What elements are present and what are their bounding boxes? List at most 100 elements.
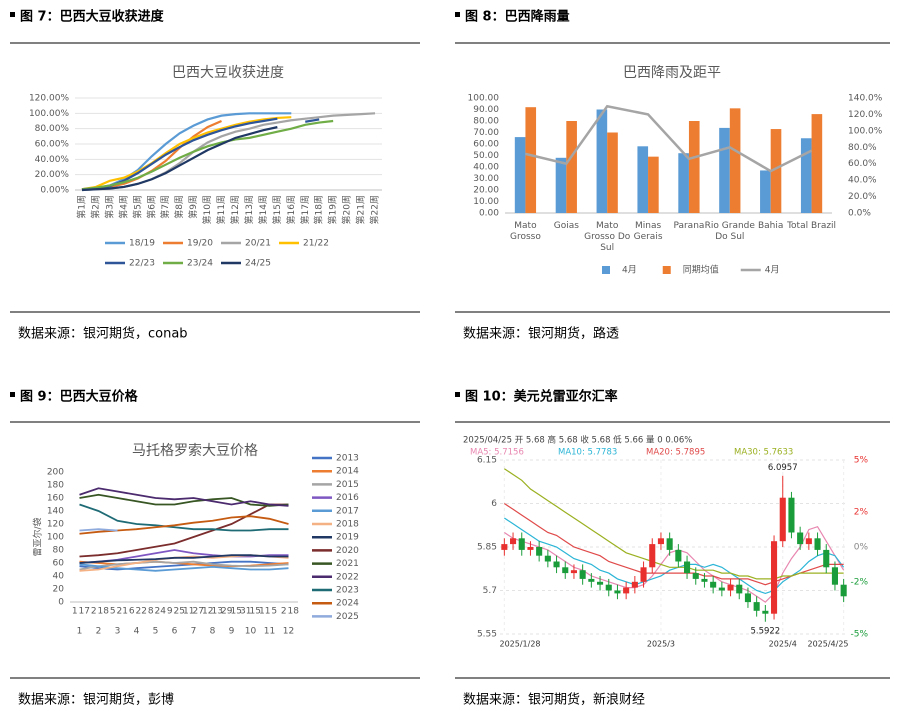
- x-tick-label: 第14周: [257, 195, 269, 224]
- x-sublabel: 31: [240, 607, 251, 617]
- x-tick-label: 4: [134, 627, 140, 637]
- tick-label: 5.85: [477, 543, 497, 553]
- legend-label: 22/23: [129, 259, 155, 269]
- x-tick-label: 1: [77, 627, 83, 637]
- legend-label: 2015: [336, 480, 359, 490]
- series-line: [79, 528, 118, 532]
- legend-label: MA10: 5.7783: [558, 448, 617, 458]
- candle-body: [692, 573, 699, 579]
- x-tick-label: 第7周: [159, 195, 171, 219]
- source: 数据来源：银河期货，新浪财经: [463, 692, 645, 708]
- x-sublabel: 17: [79, 607, 90, 617]
- tick-label: 80: [53, 546, 65, 556]
- x-sublabel: 15: [231, 607, 242, 617]
- x-sublabel: 22: [136, 607, 147, 617]
- x-tick-label: 6: [172, 627, 178, 637]
- x-tick-label: 12: [283, 627, 294, 637]
- bar: [719, 127, 730, 213]
- legend-label: 23/24: [187, 259, 213, 269]
- series-line: [79, 560, 289, 571]
- caption: 图 9：巴西大豆价格: [20, 389, 139, 405]
- x-tick-label: 第16周: [285, 195, 297, 224]
- tick-label: -2%: [850, 577, 868, 587]
- candle-body: [527, 547, 534, 550]
- bar: [648, 156, 659, 213]
- x-tick-label: 2: [96, 627, 102, 637]
- x-tick-label: Parana: [673, 221, 705, 231]
- tick-label: 20.00%: [35, 170, 70, 180]
- x-sublabel: 2: [281, 607, 287, 617]
- candle-body: [605, 584, 612, 591]
- x-tick-label: Goias: [553, 221, 579, 231]
- candle-body: [753, 602, 760, 611]
- legend-label: 2017: [336, 506, 359, 516]
- chart-title: 马托格罗索大豆价格: [132, 442, 258, 459]
- candle-body: [536, 547, 543, 556]
- x-tick-label: 第17周: [299, 195, 311, 224]
- legend-label: 2022: [336, 572, 359, 582]
- caption: 图 8：巴西降雨量: [465, 9, 570, 25]
- candle-body: [840, 584, 847, 597]
- x-tick-label: 第18周: [313, 195, 325, 224]
- x-sublabel: 25: [174, 607, 185, 617]
- x-tick-label: 11: [264, 627, 275, 637]
- bar: [688, 121, 700, 213]
- legend-label: MA20: 5.7895: [646, 448, 705, 458]
- candle-body: [631, 581, 638, 588]
- x-tick-label: 第11周: [215, 195, 227, 224]
- info: 2025/04/25 开 5.68 高 5.68 收 5.68 低 5.66 量…: [463, 435, 692, 446]
- tick-label: 50.00: [473, 151, 499, 161]
- tick-label: 40.00: [473, 163, 499, 173]
- bar: [566, 121, 577, 213]
- x-tick-label: Minas Gerais: [633, 221, 663, 242]
- tick-label: 30.00: [473, 174, 499, 184]
- tick-label: -5%: [850, 630, 868, 640]
- candle-body: [544, 555, 551, 562]
- legend-label: 2018: [336, 520, 359, 530]
- candle-body: [710, 581, 717, 588]
- source: 数据来源：银河期货，conab: [18, 326, 188, 342]
- tick-label: 0.00: [479, 209, 499, 219]
- bullet: [455, 392, 460, 397]
- caption: 图 10：美元兑雷亚尔汇率: [465, 389, 618, 405]
- x-sublabel: 8: [148, 607, 154, 617]
- bullet: [10, 12, 15, 17]
- legend-label: 2025: [336, 612, 359, 622]
- tick-label: 120.00%: [29, 94, 69, 104]
- legend-label: 2024: [336, 599, 359, 609]
- tick-label: 5.7: [483, 586, 497, 596]
- x-sublabel: 5: [271, 607, 277, 617]
- x-tick-label: 10: [245, 627, 257, 637]
- series-line: [79, 515, 289, 535]
- series-line: [79, 560, 289, 571]
- x-tick-label: 第3周: [103, 195, 115, 219]
- bullet: [10, 392, 15, 397]
- series-line: [81, 116, 292, 191]
- candle-body: [501, 544, 508, 550]
- tick-label: 60.00: [473, 140, 499, 150]
- candle-body: [771, 541, 778, 614]
- candle-body: [518, 538, 525, 550]
- x-tick-label: 第4周: [117, 195, 129, 219]
- x-tick-label: 第12周: [229, 195, 241, 224]
- x-sublabel: 9: [167, 607, 173, 617]
- candle-body: [797, 532, 804, 545]
- tick-label: 60.0%: [848, 159, 877, 169]
- x-sublabel: 11: [183, 607, 194, 617]
- x-tick-label: 2025/4: [769, 640, 797, 649]
- tick-label: 100: [47, 533, 64, 543]
- legend-label: 20/21: [245, 239, 271, 249]
- candle-body: [744, 593, 751, 603]
- candle-body: [736, 584, 743, 594]
- legend-swatch: [602, 266, 610, 274]
- x-sublabel: 18: [288, 607, 300, 617]
- x-tick-label: 3: [115, 627, 121, 637]
- series-line: [79, 503, 289, 532]
- candle-body: [562, 567, 569, 574]
- x-tick-label: Mato Grosso Do Sul: [584, 221, 631, 253]
- series-line: [79, 487, 289, 507]
- x-sublabel: 13: [212, 607, 223, 617]
- x-tick-label: Total Brazil: [787, 221, 837, 231]
- legend-label: 21/22: [303, 239, 329, 249]
